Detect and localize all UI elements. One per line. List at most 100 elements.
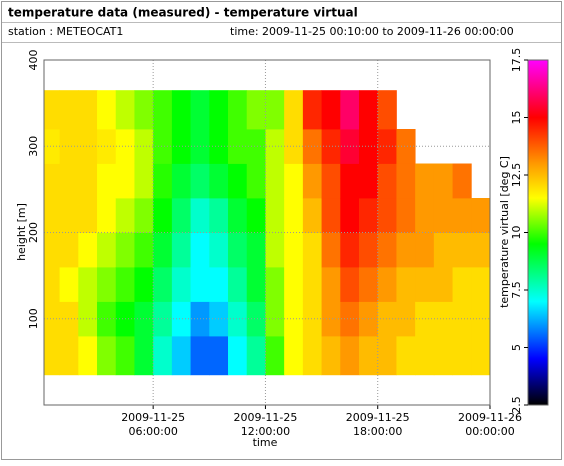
heat-cell [396, 129, 416, 164]
y-tick-label: 100 [27, 308, 40, 329]
heat-cell [190, 232, 210, 268]
heat-cell [97, 267, 117, 302]
heat-cell [246, 267, 266, 302]
colorbar-label: temperature virtual [deg C] [498, 156, 511, 308]
heat-cell [452, 198, 472, 233]
heat-cell [415, 301, 435, 337]
heat-cell [246, 336, 266, 376]
heat-cell [340, 90, 360, 130]
heat-cell [284, 267, 304, 302]
heat-cell [340, 267, 360, 302]
heat-cell [302, 336, 322, 376]
colorbar-tick-label: 10 [510, 226, 523, 240]
heat-cell [433, 232, 453, 268]
heat-cell [171, 232, 191, 268]
heat-cell [452, 267, 472, 302]
x-tick-label: 2009-11-26 [458, 411, 522, 424]
heat-cell [471, 336, 491, 376]
heat-cell [471, 232, 491, 268]
heat-cell [97, 90, 117, 130]
colorbar-tick-label: 12.5 [510, 163, 523, 188]
heat-cell [433, 198, 453, 233]
heat-cell [452, 336, 472, 376]
heat-cell [209, 336, 229, 376]
x-tick-label: 06:00:00 [128, 425, 177, 438]
heat-cell [171, 90, 191, 130]
heat-cell [115, 336, 135, 376]
heat-cell [359, 198, 379, 233]
heat-cell [153, 267, 173, 302]
heat-cell [190, 163, 210, 199]
heat-cell [44, 232, 60, 268]
colorbar-tick-label: 7.5 [510, 281, 523, 299]
heat-cell [321, 336, 341, 376]
heat-cell [265, 198, 285, 233]
x-tick-label: 00:00:00 [465, 425, 514, 438]
heat-cell [78, 129, 98, 164]
heat-cell [97, 163, 117, 199]
heat-cell [284, 336, 304, 376]
heat-cell [471, 198, 491, 233]
heat-cell [228, 163, 248, 199]
heat-cell [321, 90, 341, 130]
heat-cell [134, 267, 154, 302]
heat-cell [153, 90, 173, 130]
heat-cell [302, 163, 322, 199]
heat-cell [228, 267, 248, 302]
heat-cell [340, 198, 360, 233]
heat-cell [153, 232, 173, 268]
heat-cell [59, 232, 79, 268]
heat-cell [415, 267, 435, 302]
y-tick-label: 300 [27, 136, 40, 157]
x-tick-label: 2009-11-25 [121, 411, 185, 424]
heat-cell [171, 163, 191, 199]
heat-cell [359, 163, 379, 199]
heat-cell [97, 336, 117, 376]
colorbar-tick-label: 2.5 [510, 396, 523, 414]
heat-cell [171, 301, 191, 337]
heat-cell [134, 301, 154, 337]
heat-cell [59, 301, 79, 337]
heat-cell [209, 267, 229, 302]
heat-cell [228, 232, 248, 268]
heat-cell [97, 198, 117, 233]
heat-cell [396, 336, 416, 376]
heat-cell [302, 232, 322, 268]
heat-cell [377, 232, 397, 268]
chart-title: temperature data (measured) - temperatur… [8, 6, 358, 20]
y-axis-label: height [m] [15, 203, 28, 261]
heat-cell [321, 301, 341, 337]
heat-cell [97, 129, 117, 164]
heat-cell [59, 90, 79, 130]
x-tick-label: 18:00:00 [353, 425, 402, 438]
heat-cell [134, 232, 154, 268]
heat-cell [377, 336, 397, 376]
heat-cell [209, 198, 229, 233]
heat-cell [134, 198, 154, 233]
heat-cell [228, 301, 248, 337]
heat-cell [359, 232, 379, 268]
heat-cell [265, 129, 285, 164]
heat-cell [153, 198, 173, 233]
heat-cell [265, 163, 285, 199]
heat-cell [153, 336, 173, 376]
time-range: time: 2009-11-25 00:10:00 to 2009-11-26 … [230, 25, 514, 38]
heat-cell [265, 232, 285, 268]
station: station : METEOCAT1 [8, 25, 123, 38]
heat-cell [134, 336, 154, 376]
heat-cell [415, 336, 435, 376]
heat-cell [78, 336, 98, 376]
heat-cell [44, 90, 60, 130]
heat-cell [471, 267, 491, 302]
heat-cell [302, 90, 322, 130]
plot-border [43, 59, 491, 406]
x-tick-label: 12:00:00 [241, 425, 290, 438]
heat-cell [265, 267, 285, 302]
heat-cell [78, 267, 98, 302]
heat-cell [321, 163, 341, 199]
heat-cell [78, 198, 98, 233]
heat-cell [265, 301, 285, 337]
heat-cell [471, 301, 491, 337]
heat-cell [97, 232, 117, 268]
heat-cell [115, 232, 135, 268]
